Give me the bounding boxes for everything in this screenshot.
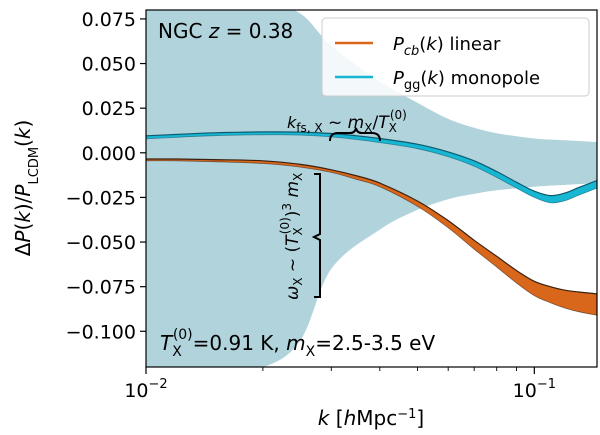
free-streaming-bracket [329, 127, 381, 142]
legend-label-pcb: Pcb(k) linear [393, 34, 501, 59]
x-tick-label: 10−2 [124, 377, 167, 402]
y-axis-ticks: 0.075 0.050 0.025 0.000 −0.025 −0.050 −0.075 −0… [66, 9, 146, 343]
y-tick-label: 0.025 [82, 98, 136, 120]
temperature-mass-annotation: TX(0)=0.91 K, mX=2.5-3.5 eV [160, 327, 435, 360]
y-axis-label: ΔP(k)/PLCDM(k) [11, 120, 42, 257]
axes-frame [145, 9, 598, 368]
y-tick-label: −0.050 [66, 232, 136, 254]
series-band-pcb [146, 159, 597, 316]
energy-density-bracket [311, 173, 321, 298]
redshift-annotation: NGC z = 0.38 [158, 19, 293, 43]
series-upper-edge-pgg [146, 131, 597, 197]
y-tick-label: −0.075 [66, 277, 136, 299]
series-lower-edge-pgg [146, 134, 597, 204]
y-tick-label: 0.050 [82, 54, 136, 76]
series-layer [146, 131, 597, 316]
series-upper-edge-pcb [146, 158, 597, 295]
legend: Pcb(k) linear Pgg(k) monopole [321, 17, 590, 97]
x-axis-label: k [hMpc−1] [318, 406, 424, 430]
y-tick-label: 0.075 [82, 9, 136, 31]
uncertainty-band-layer [146, 10, 597, 367]
x-axis-ticks: 10−2 10−1 [124, 367, 556, 402]
y-tick-label: −0.025 [66, 187, 136, 209]
uncertainty-band [146, 10, 597, 367]
y-tick-label: 0.000 [82, 143, 136, 165]
series-lower-edge-pcb [146, 160, 597, 316]
legend-label-pgg: Pgg(k) monopole [393, 68, 540, 93]
free-streaming-annotation: kfs, X ~ mX/TX(0) [287, 108, 407, 135]
energy-density-annotation: ωX ~ (TX(0))3 mX [278, 173, 305, 300]
legend-box [321, 17, 590, 97]
x-tick-label: 10−1 [513, 377, 556, 402]
y-tick-label: −0.100 [66, 321, 136, 343]
